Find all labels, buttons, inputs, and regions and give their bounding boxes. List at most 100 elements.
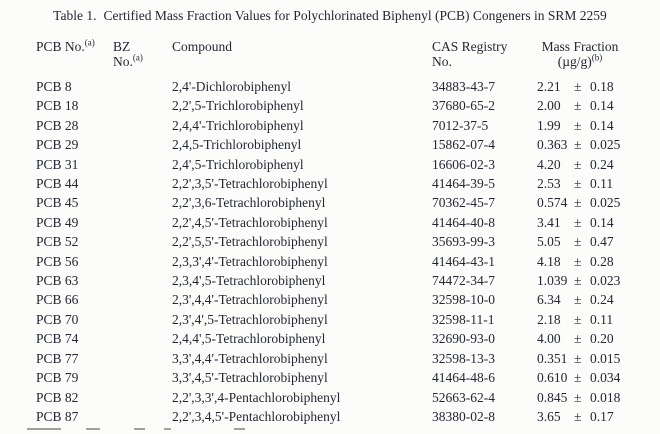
- cas-cell: 41464-43-1: [432, 253, 495, 269]
- mass-fraction-value: 2.21: [537, 79, 561, 94]
- mass-fraction-cell: 0.574 ±0.025: [537, 193, 660, 212]
- plus-minus-symbol: ±: [574, 331, 582, 347]
- footnote-marker-a: (a): [132, 52, 143, 63]
- mass-fraction-uncertainty: 0.025: [590, 137, 621, 153]
- table-row: PCB 29 2,4,5-Trichlorobiphenyl 15862-07-…: [36, 135, 660, 154]
- mass-fraction-cell: 4.18 ±0.28: [537, 252, 660, 271]
- cas-cell: 37680-65-2: [432, 98, 495, 114]
- table-row: PCB 70 2,3',4',5-Tetrachlorobiphenyl 325…: [36, 310, 660, 329]
- plus-minus-symbol: ±: [574, 253, 582, 269]
- mass-fraction-uncertainty: 0.18: [590, 79, 614, 94]
- mass-fraction-uncertainty: 0.47: [590, 234, 614, 250]
- plus-minus-symbol: ±: [574, 156, 582, 172]
- table-row: PCB 49 2,2',4,5'-Tetrachlorobiphenyl 414…: [36, 213, 660, 232]
- cas-cell: 35693-99-3: [432, 234, 495, 250]
- table-title-text: Certified Mass Fraction Values for Polyc…: [103, 8, 607, 23]
- mass-fraction-cell: 0.363 ±0.025: [537, 135, 660, 154]
- compound-cell: 3,3',4,5'-Tetrachlorobiphenyl: [172, 370, 328, 386]
- pcb-no-cell: PCB 45: [36, 195, 79, 211]
- mass-fraction-cell: 1.99 ±0.14: [537, 116, 660, 135]
- mass-fraction-value: 2.18: [537, 311, 561, 327]
- header-cas: CAS Registry No.: [432, 39, 537, 77]
- compound-cell: 2,4'-Dichlorobiphenyl: [172, 79, 292, 94]
- mass-fraction-value: 1.039: [537, 273, 568, 289]
- mass-fraction-value: 0.845: [537, 389, 568, 405]
- table-row: PCB 52 2,2',5,5'-Tetrachlorobiphenyl 356…: [36, 232, 660, 251]
- mass-fraction-cell: 2.21 ±0.18: [537, 77, 660, 96]
- cas-cell: 74472-34-7: [432, 273, 495, 289]
- plus-minus-symbol: ±: [574, 273, 582, 289]
- mass-fraction-value: 5.05: [537, 234, 561, 250]
- compound-cell: 2,3',4',5-Tetrachlorobiphenyl: [172, 311, 328, 327]
- bz-no-cell: [113, 155, 172, 174]
- table-body: PCB 8 2,4'-Dichlorobiphenyl 34883-43-7 2…: [36, 77, 660, 426]
- compound-cell: 2,2',3,4,5'-Pentachlorobiphenyl: [172, 408, 341, 424]
- compound-cell: 2,2',4,5'-Tetrachlorobiphenyl: [172, 214, 328, 230]
- mass-fraction-cell: 1.039 ±0.023: [537, 271, 660, 290]
- pcb-no-cell: PCB 79: [36, 370, 79, 386]
- pcb-no-cell: PCB 56: [36, 253, 79, 269]
- plus-minus-symbol: ±: [574, 234, 582, 250]
- cas-cell: 15862-07-4: [432, 137, 495, 153]
- bz-no-cell: [113, 310, 172, 329]
- mass-fraction-cell: 2.53 ±0.11: [537, 174, 660, 193]
- plus-minus-symbol: ±: [574, 176, 582, 192]
- plus-minus-symbol: ±: [574, 311, 582, 327]
- pcb-no-cell: PCB 70: [36, 311, 79, 327]
- mass-fraction-value: 4.20: [537, 156, 561, 172]
- mass-fraction-value: 0.610: [537, 370, 568, 386]
- bz-no-cell: [113, 349, 172, 368]
- compound-cell: 2,3',4,4'-Tetrachlorobiphenyl: [172, 292, 328, 308]
- table-title-prefix: Table 1.: [53, 8, 97, 23]
- cas-cell: 32598-11-1: [432, 311, 495, 327]
- plus-minus-symbol: ±: [574, 214, 582, 230]
- mass-fraction-value: 4.18: [537, 253, 561, 269]
- bz-no-cell: [113, 252, 172, 271]
- table-row: PCB 74 2,4,4',5-Tetrachlorobiphenyl 3269…: [36, 329, 660, 348]
- mass-fraction-uncertainty: 0.14: [590, 117, 614, 133]
- mass-fraction-cell: 2.00 ±0.14: [537, 96, 660, 115]
- mass-fraction-value: 0.363: [537, 137, 568, 153]
- cas-cell: 41464-40-8: [432, 214, 495, 230]
- compound-cell: 2,4,4'-Trichlorobiphenyl: [172, 117, 304, 133]
- pcb-no-cell: PCB 77: [36, 350, 79, 366]
- header-row: PCB No.(a) BZ No.(a) Compound CAS Regist…: [36, 37, 660, 77]
- mass-fraction-cell: 4.20 ±0.24: [537, 155, 660, 174]
- bz-no-cell: [113, 116, 172, 135]
- pcb-no-cell: PCB 8: [36, 79, 72, 94]
- footnote-marker-b: (b): [591, 52, 603, 63]
- header-compound: Compound: [172, 39, 432, 77]
- mass-fraction-cell: 0.610 ±0.034: [537, 368, 660, 387]
- plus-minus-symbol: ±: [574, 137, 582, 153]
- cas-cell: 41464-39-5: [432, 176, 495, 192]
- compound-cell: 2,2',3,6-Tetrachlorobiphenyl: [172, 195, 326, 211]
- cas-cell: 32690-93-0: [432, 331, 495, 347]
- pcb-no-cell: PCB 82: [36, 389, 79, 405]
- mass-fraction-uncertainty: 0.14: [590, 214, 614, 230]
- cut-off-footnote-fragment: [86, 428, 100, 430]
- mass-fraction-uncertainty: 0.023: [590, 273, 621, 289]
- table-row: PCB 44 2,2',3,5'-Tetrachlorobiphenyl 414…: [36, 174, 660, 193]
- pcb-no-cell: PCB 66: [36, 292, 79, 308]
- pcb-no-cell: PCB 28: [36, 117, 79, 133]
- pcb-no-cell: PCB 18: [36, 98, 79, 114]
- plus-minus-symbol: ±: [574, 292, 582, 308]
- header-bz-line1: BZ: [113, 39, 131, 54]
- cas-cell: 7012-37-5: [432, 117, 489, 133]
- footnote-marker-a: (a): [84, 37, 95, 48]
- header-cas-line1: CAS Registry: [432, 39, 508, 54]
- compound-cell: 2,3,4',5-Tetrachlorobiphenyl: [172, 273, 326, 289]
- certified-values-table: PCB No.(a) BZ No.(a) Compound CAS Regist…: [36, 37, 660, 426]
- mass-fraction-cell: 4.00 ±0.20: [537, 329, 660, 348]
- bz-no-cell: [113, 96, 172, 115]
- bz-no-cell: [113, 290, 172, 309]
- mass-fraction-cell: 3.65 ±0.17: [537, 407, 660, 426]
- bz-no-cell: [113, 388, 172, 407]
- header-bz-no: BZ No.(a): [113, 39, 172, 77]
- mass-fraction-cell: 0.351 ±0.015: [537, 349, 660, 368]
- cas-cell: 32598-13-3: [432, 350, 495, 366]
- mass-fraction-uncertainty: 0.20: [590, 331, 614, 347]
- table-row: PCB 8 2,4'-Dichlorobiphenyl 34883-43-7 2…: [36, 77, 660, 96]
- mass-fraction-uncertainty: 0.11: [590, 176, 614, 192]
- mass-fraction-uncertainty: 0.025: [590, 195, 621, 211]
